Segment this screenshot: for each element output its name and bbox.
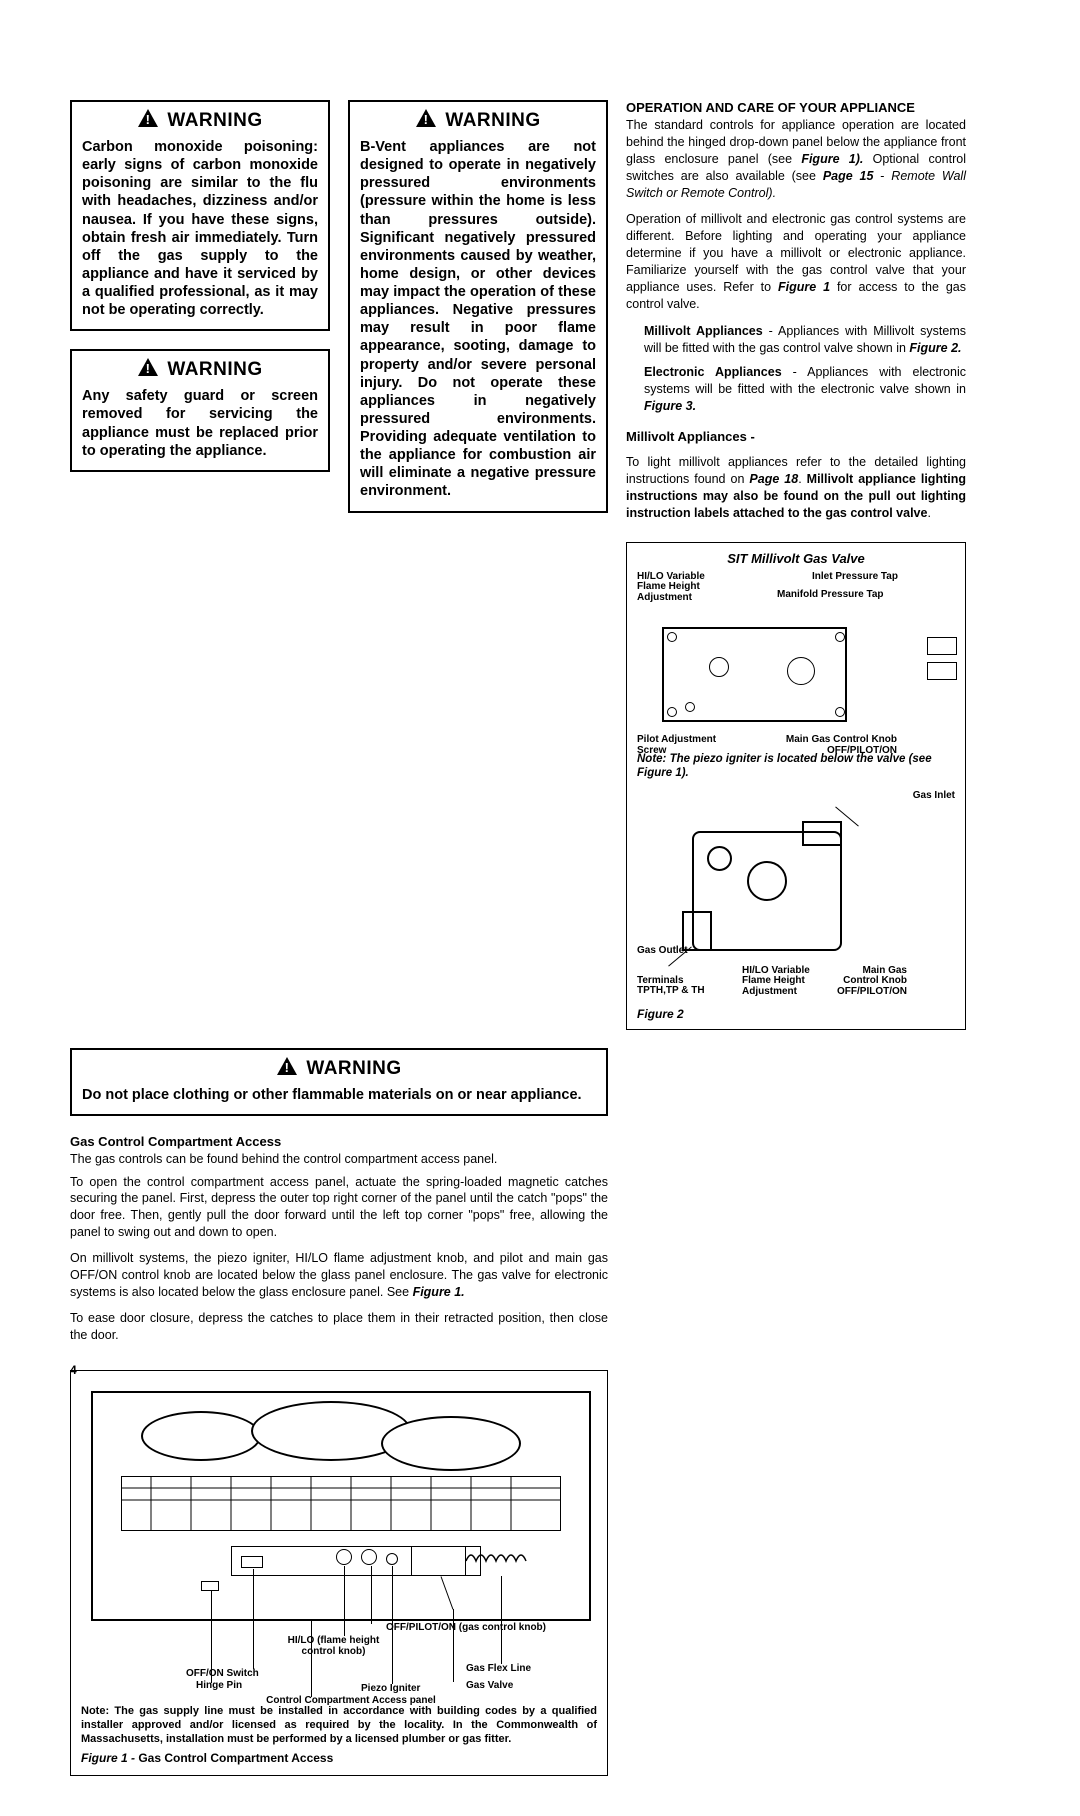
warning-heading-text: WARNING xyxy=(306,1058,401,1080)
label-gas-inlet: Gas Inlet xyxy=(913,791,955,802)
caption-lead: Figure 1 - xyxy=(81,1751,138,1765)
label-hilo: HI/LO Variable Flame Height Adjustment xyxy=(637,572,727,604)
figure-2-caption: Figure 2 xyxy=(637,1007,955,1021)
text: - xyxy=(873,169,891,183)
label: Electronic Appliances xyxy=(644,365,782,379)
warning-box-co: ! WARNING Carbon monoxide poisoning: ear… xyxy=(70,100,330,331)
appliance-diagram: OFF/PILOT/ON (gas control knob) HI/LO (f… xyxy=(81,1381,597,1701)
text: . xyxy=(798,472,806,486)
svg-text:!: ! xyxy=(424,112,429,127)
warning-box-bvent: ! WARNING B-Vent appliances are not desi… xyxy=(348,100,608,513)
warning-heading: ! WARNING xyxy=(82,357,318,383)
gas-p2: To open the control compartment access p… xyxy=(70,1174,608,1242)
figure-1-note: Note: The gas supply line must be instal… xyxy=(81,1705,597,1746)
svg-text:!: ! xyxy=(146,361,151,376)
label: Millivolt Appliances xyxy=(644,324,763,338)
page-number: 4 xyxy=(70,1363,77,1377)
figure-ref: Figure 1. xyxy=(413,1285,465,1299)
label-hinge-pin: Hinge Pin xyxy=(196,1681,242,1692)
warning-icon: ! xyxy=(276,1056,298,1082)
warning-icon: ! xyxy=(137,108,159,134)
label-main: Main Gas Control Knob OFF/PILOT/ON xyxy=(767,735,897,756)
operation-heading: OPERATION AND CARE OF YOUR APPLIANCE xyxy=(626,100,966,115)
label-gas-flex: Gas Flex Line xyxy=(466,1664,531,1675)
svg-text:!: ! xyxy=(285,1060,290,1075)
figure-1-caption: Figure 1 - Gas Control Compartment Acces… xyxy=(81,1751,597,1765)
figure-ref: Figure 2. xyxy=(909,341,961,355)
label-terminals: Terminals TPTH,TP & TH xyxy=(637,976,707,997)
millivolt-p: To light millivolt appliances refer to t… xyxy=(626,454,966,522)
text: On millivolt systems, the piezo igniter,… xyxy=(70,1251,608,1299)
page-ref: Page 15 xyxy=(823,169,874,183)
electronic-valve-diagram: Gas Inlet Gas Outlet Terminals TPTH,TP &… xyxy=(637,791,955,1001)
label-off-pilot-on: OFF/PILOT/ON (gas control knob) xyxy=(366,1623,546,1634)
warning-body: Any safety guard or screen removed for s… xyxy=(82,387,318,460)
text: . xyxy=(927,506,930,520)
electronic-note: Electronic Appliances - Appliances with … xyxy=(626,364,966,415)
figure-2-note: Note: The piezo igniter is located below… xyxy=(637,753,955,781)
warning-icon: ! xyxy=(137,357,159,383)
warning-heading: ! WARNING xyxy=(82,1056,596,1082)
label-main-elec: Main Gas Control Knob OFF/PILOT/ON xyxy=(832,966,907,998)
page-ref: Page 18 xyxy=(749,472,798,486)
figure-ref: Figure 1). xyxy=(801,152,863,166)
warning-icon: ! xyxy=(415,108,437,134)
warning-heading: ! WARNING xyxy=(360,108,596,134)
millivolt-note: Millivolt Appliances - Appliances with M… xyxy=(626,323,966,357)
gas-p3: On millivolt systems, the piezo igniter,… xyxy=(70,1250,608,1301)
label-inlet: Inlet Pressure Tap xyxy=(812,572,898,583)
svg-text:!: ! xyxy=(146,112,151,127)
figure-ref: Figure 1 xyxy=(778,280,830,294)
figure-1-container: OFF/PILOT/ON (gas control knob) HI/LO (f… xyxy=(70,1370,608,1775)
label-hilo: HI/LO (flame height control knob) xyxy=(276,1636,391,1657)
gas-control-section: Gas Control Compartment Access The gas c… xyxy=(70,1134,608,1353)
operation-p2: Operation of millivolt and electronic ga… xyxy=(626,211,966,312)
figure-2-title: SIT Millivolt Gas Valve xyxy=(637,551,955,566)
operation-p1: The standard controls for appliance oper… xyxy=(626,117,966,201)
label-gas-valve: Gas Valve xyxy=(466,1681,513,1692)
gas-control-heading: Gas Control Compartment Access xyxy=(70,1134,608,1149)
label-hilo-elec: HI/LO Variable Flame Height Adjustment xyxy=(742,966,822,998)
warning-box-clothing: ! WARNING Do not place clothing or other… xyxy=(70,1048,608,1116)
gas-p4: To ease door closure, depress the catche… xyxy=(70,1310,608,1344)
warning-box-guard: ! WARNING Any safety guard or screen rem… xyxy=(70,349,330,472)
caption-text: Gas Control Compartment Access xyxy=(138,1751,333,1765)
gas-p1: The gas controls can be found behind the… xyxy=(70,1151,608,1168)
label-manifold: Manifold Pressure Tap xyxy=(777,590,884,601)
warning-body: Do not place clothing or other flammable… xyxy=(82,1086,596,1104)
warning-body: Carbon monoxide poisoning: early signs o… xyxy=(82,138,318,319)
label-control-panel: Control Compartment Access panel xyxy=(266,1696,436,1707)
millivolt-heading: Millivolt Appliances - xyxy=(626,429,966,444)
label-piezo: Piezo Igniter xyxy=(361,1684,420,1695)
label-pilot: Pilot Adjustment Screw xyxy=(637,735,732,756)
warning-heading: ! WARNING xyxy=(82,108,318,134)
warning-heading-text: WARNING xyxy=(167,359,262,381)
figure-2-box: SIT Millivolt Gas Valve HI/LO Variable F… xyxy=(626,542,966,1030)
figure-ref: Figure 3. xyxy=(644,399,696,413)
warning-heading-text: WARNING xyxy=(167,110,262,132)
warning-heading-text: WARNING xyxy=(445,110,540,132)
label-off-on-switch: OFF/ON Switch xyxy=(186,1669,259,1680)
warning-body: B-Vent appliances are not designed to op… xyxy=(360,138,596,501)
sit-valve-diagram: Pilot Adjustment Screw Main Gas Control … xyxy=(637,607,955,747)
